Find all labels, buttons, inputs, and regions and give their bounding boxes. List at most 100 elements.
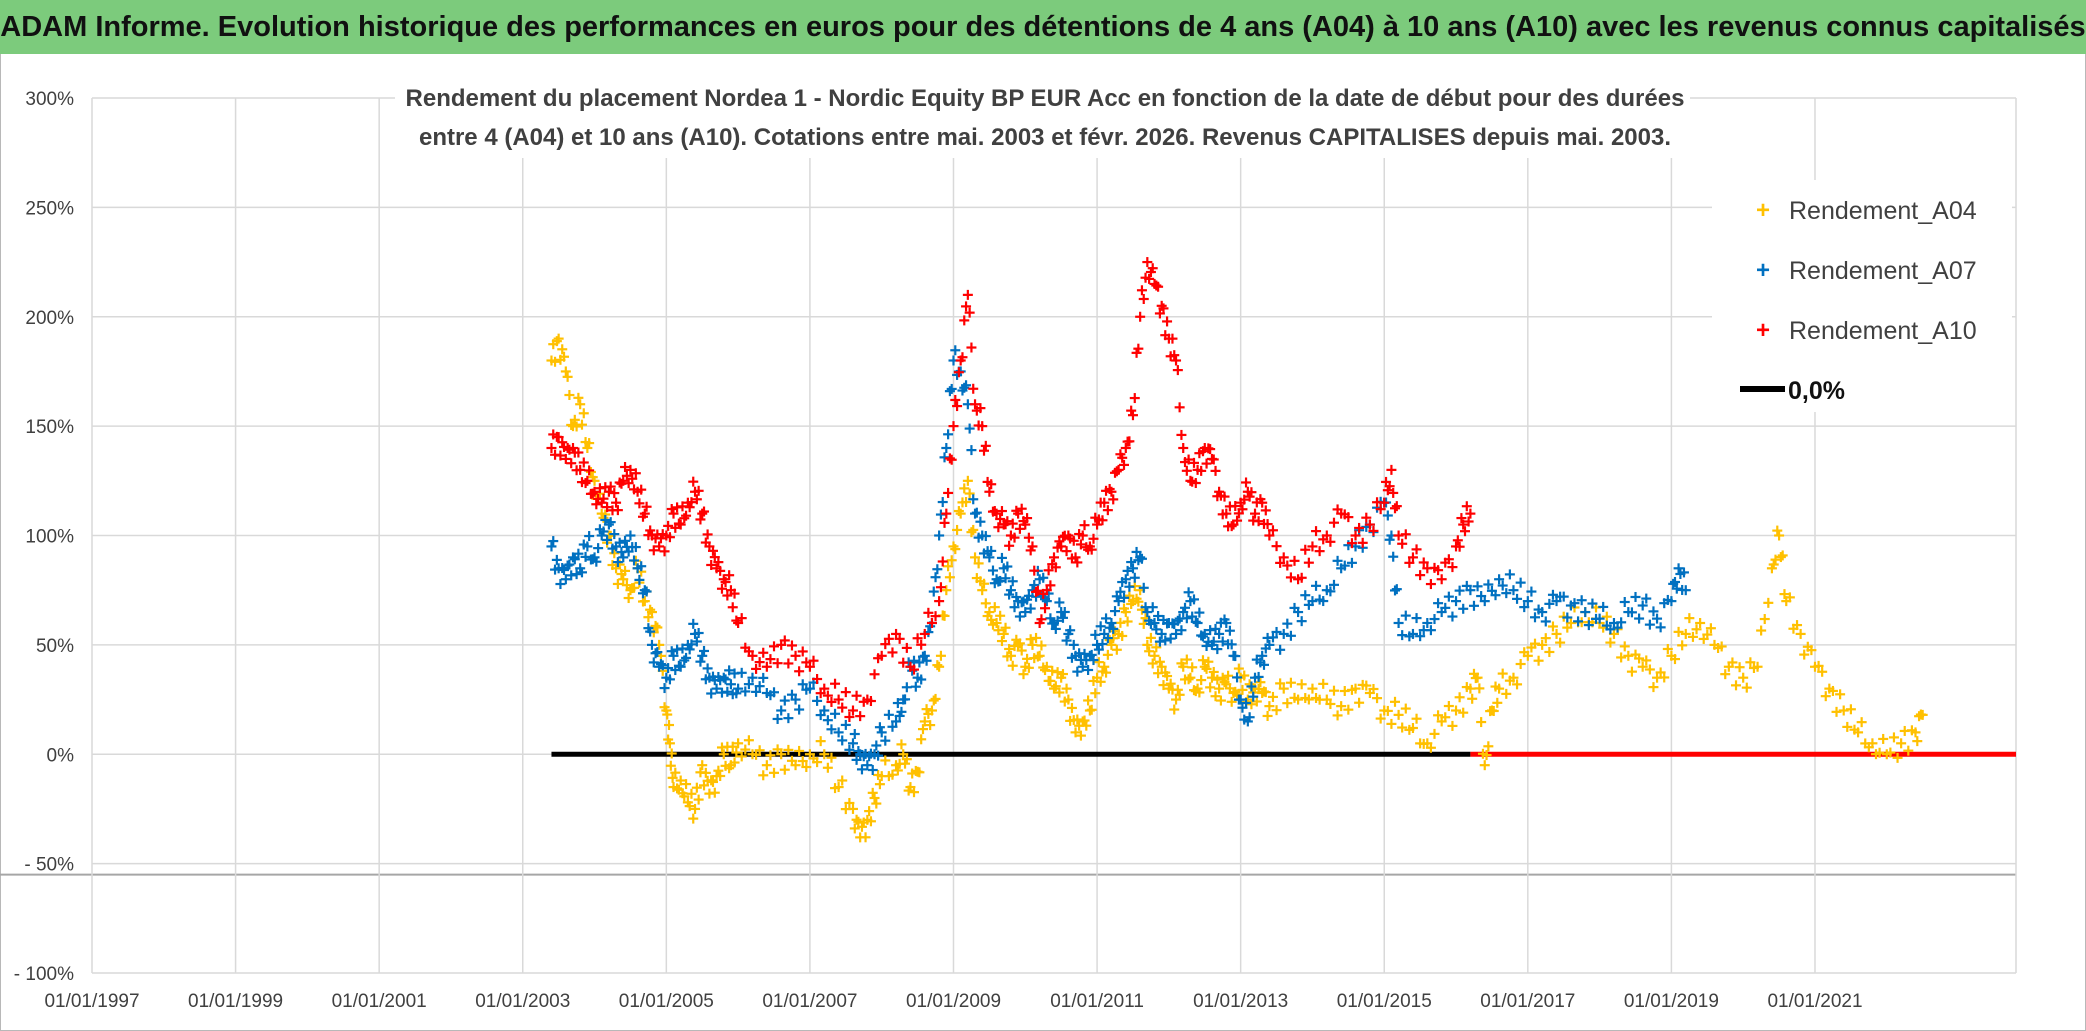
- rendement-a07-point: [1519, 602, 1530, 613]
- rendement-a10-point: [584, 465, 595, 476]
- rendement-a04-point: [761, 760, 772, 771]
- rendement-a10-point: [1300, 544, 1311, 555]
- rendement-a04-point: [1303, 694, 1314, 705]
- rendement-a10-point: [707, 545, 718, 556]
- rendement-a07-point: [1246, 681, 1257, 692]
- rendement-a04-point: [1734, 662, 1745, 673]
- rendement-a10-point: [855, 711, 866, 722]
- rendement-a07-point: [984, 552, 995, 563]
- rendement-a04-point: [1910, 727, 1921, 738]
- rendement-a07-point: [1205, 625, 1216, 636]
- rendement-a07-point: [555, 579, 566, 590]
- rendement-a07-point: [830, 708, 841, 719]
- rendement-a04-point: [946, 555, 957, 566]
- rendement-a04-point: [582, 443, 593, 453]
- rendement-a04-point: [1691, 624, 1702, 635]
- rendement-a10-point: [996, 506, 1007, 517]
- rendement-a10-point: [630, 468, 641, 479]
- rendement-a07-point: [1050, 623, 1061, 634]
- rendement-a10-point: [1357, 537, 1368, 548]
- rendement-a10-point: [699, 506, 710, 517]
- rendement-a07-point: [943, 429, 954, 440]
- rendement-a10-point: [751, 663, 762, 674]
- rendement-a10-point: [804, 661, 815, 672]
- rendement-a04-point: [667, 772, 678, 783]
- rendement-a07-point: [1382, 510, 1393, 521]
- rendement-a04-point: [1634, 653, 1645, 664]
- rendement-a04-point: [1197, 655, 1208, 666]
- rendement-a04-point: [578, 408, 589, 419]
- rendement-a10-point: [1124, 436, 1135, 447]
- rendement-a07-point: [1040, 594, 1051, 605]
- rendement-a04-point: [943, 561, 954, 572]
- rendement-a04-point: [566, 419, 577, 430]
- rendement-a04-point: [1488, 705, 1499, 716]
- rendement-a07-point: [1086, 649, 1097, 660]
- rendement-a10-point: [844, 712, 855, 723]
- y-axis-ticks: 300% 250% 200% 150% 100% 50% 0% - 50% - 100%: [14, 89, 74, 985]
- rendement-a10-point: [1183, 454, 1194, 465]
- rendement-a10-point: [702, 529, 713, 540]
- rendement-a07-point: [551, 554, 562, 565]
- rendement-a04-point: [1745, 657, 1756, 668]
- rendement-a07-point: [1669, 576, 1680, 587]
- rendement-a04-point: [959, 483, 970, 494]
- rendement-a04-point: [1233, 663, 1244, 674]
- rendement-a04-point: [1232, 689, 1243, 700]
- rendement-a04-point: [736, 751, 747, 762]
- rendement-a10-point: [794, 666, 805, 677]
- rendement-a04-point: [639, 596, 650, 607]
- rendement-a04-point: [715, 771, 726, 782]
- rendement-a07-point: [1131, 546, 1142, 557]
- rendement-a07-point: [1142, 607, 1153, 618]
- rendement-a10-point: [681, 510, 692, 521]
- x-tick-label: 01/01/1999: [188, 991, 283, 1012]
- rendement-a07-point: [1156, 628, 1167, 639]
- rendement-a07-point: [1129, 572, 1140, 583]
- rendement-a04-point: [995, 610, 1006, 621]
- rendement-a10-point: [1460, 526, 1471, 537]
- rendement-a04-point: [1820, 691, 1831, 702]
- rendement-a07-point: [1637, 600, 1648, 611]
- rendement-a07-point: [1411, 613, 1422, 624]
- rendement-a10-point: [837, 702, 848, 713]
- rendement-a04-point: [1081, 720, 1092, 731]
- rendement-a10-point: [1144, 273, 1155, 284]
- rendement-a04-point: [955, 508, 966, 519]
- rendement-a10-point: [1043, 565, 1054, 576]
- rendement-a10-point: [1070, 552, 1081, 563]
- rendement-a10-point: [553, 432, 564, 443]
- rendement-a04-point: [887, 769, 898, 780]
- rendement-a04-point: [998, 628, 1009, 639]
- rendement-a10-point: [1411, 544, 1422, 555]
- rendement-a07-point: [995, 575, 1006, 586]
- rendement-a04-point: [1239, 670, 1250, 681]
- rendement-a10-point: [790, 650, 801, 661]
- rendement-a07-point: [1652, 613, 1663, 624]
- rendement-a04-point: [934, 661, 945, 672]
- rendement-a04-point: [822, 762, 833, 773]
- rendement-a04-point: [629, 582, 640, 593]
- rendement-a04-point: [670, 767, 681, 778]
- rendement-a07-point: [1183, 587, 1194, 598]
- rendement-a04-point: [1285, 677, 1296, 688]
- rendement-a07-point: [1587, 598, 1598, 609]
- rendement-a10-point: [826, 696, 837, 707]
- rendement-a04-point: [1361, 680, 1372, 691]
- rendement-a07-point: [1673, 563, 1684, 574]
- x-tick-label: 01/01/2005: [619, 991, 714, 1012]
- rendement-a04-point: [1684, 613, 1695, 624]
- rendement-a10-point: [1314, 546, 1325, 557]
- rendement-a07-point: [1522, 596, 1533, 607]
- rendement-a04-point: [952, 524, 963, 535]
- rendement-a07-point: [1400, 610, 1411, 621]
- rendement-a04-point: [1052, 667, 1063, 678]
- rendement-a10-point: [1106, 486, 1117, 497]
- rendement-a04-point: [1784, 592, 1795, 603]
- rendement-a04-point: [1350, 683, 1361, 694]
- rendement-a07-point: [602, 534, 613, 545]
- rendement-a04-point: [1147, 658, 1158, 669]
- rendement-a04-point: [1644, 664, 1655, 675]
- rendement-a10-point: [1036, 614, 1047, 625]
- rendement-a07-point: [1208, 636, 1219, 647]
